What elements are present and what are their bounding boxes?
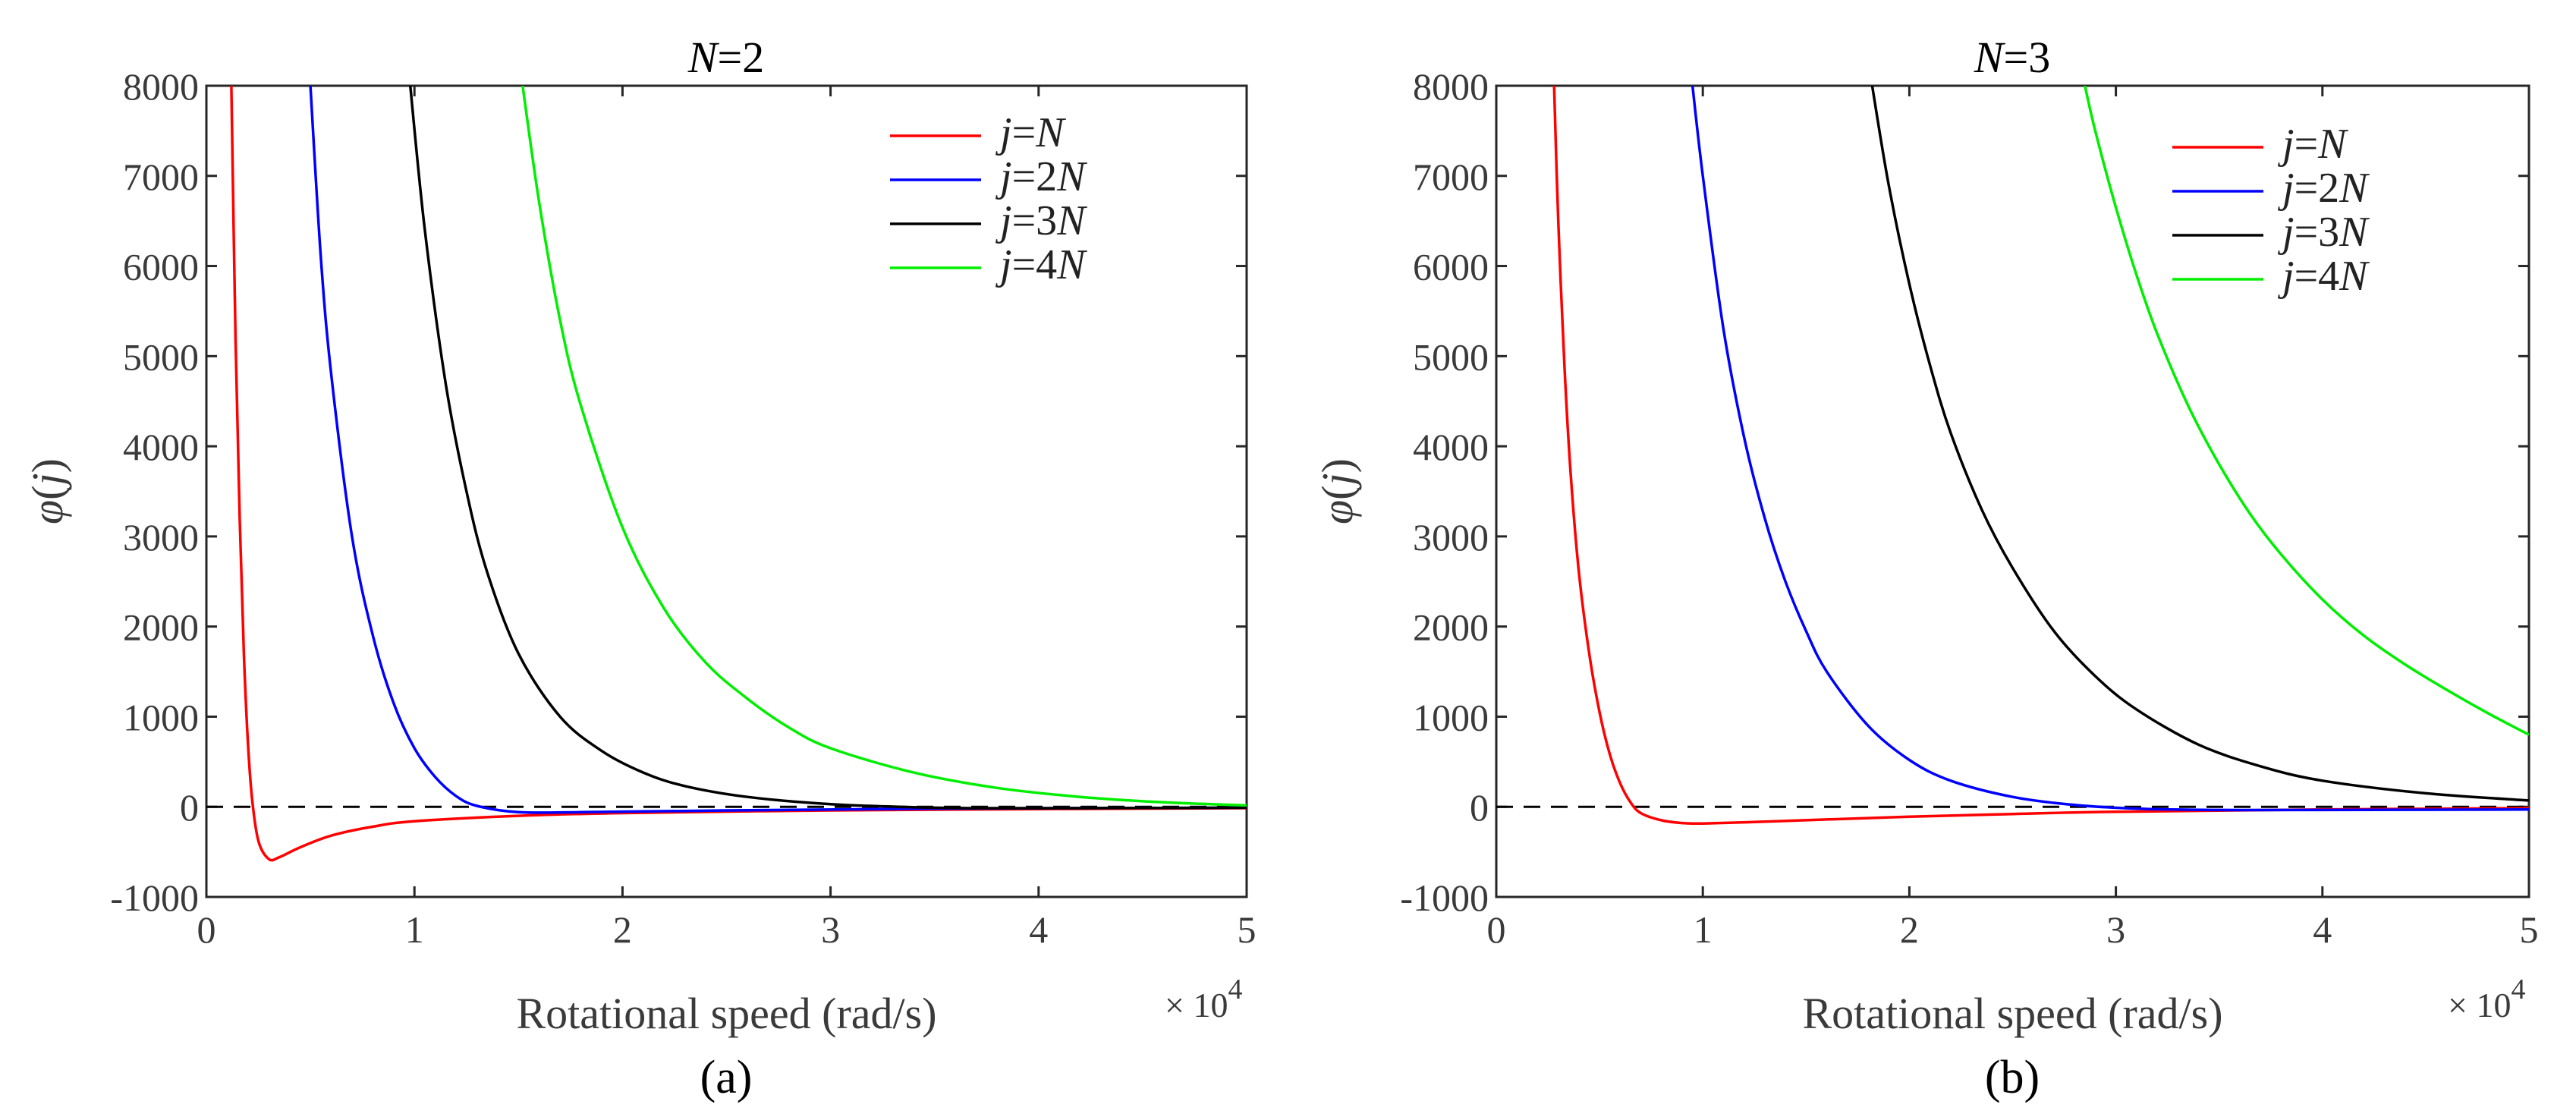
panel-a-y-axis-label: φ(j) bbox=[23, 458, 72, 524]
panel-a-ytick-label: 1000 bbox=[123, 696, 199, 738]
panel-b-series-line-4 bbox=[2084, 86, 2529, 736]
panel-b-ytick-label: 2000 bbox=[1413, 606, 1489, 649]
panel-a-ytick-label: 8000 bbox=[123, 65, 199, 108]
panel-a-ytick-label: 7000 bbox=[123, 156, 199, 198]
panel-a-xtick-label: 0 bbox=[197, 908, 216, 951]
panel-a-xtick-label: 4 bbox=[1029, 908, 1048, 951]
panel-a-legend-label-2: j=2N bbox=[995, 153, 1087, 200]
panel-a-series-line-4 bbox=[521, 86, 1247, 807]
panel-a-title: N=2 bbox=[687, 33, 764, 82]
panel-b-xtick-label: 3 bbox=[2106, 908, 2125, 951]
panel-a-x-axis-label: Rotational speed (rad/s) bbox=[516, 989, 936, 1038]
panel-a-series-line-1 bbox=[230, 86, 1247, 862]
panel-b-series-line-3 bbox=[1870, 86, 2529, 802]
panel-a-xtick-label: 2 bbox=[613, 908, 632, 951]
panel-a-xtick-label: 3 bbox=[821, 908, 840, 951]
panel-b-x-axis-label: Rotational speed (rad/s) bbox=[1802, 989, 2222, 1038]
panel-b-caption: (b) bbox=[1985, 1052, 2040, 1103]
panel-a: 0 1 2 3 4 5-100001000200030004000500060007000… bbox=[23, 33, 1257, 1103]
panel-b-ytick-label: 7000 bbox=[1413, 156, 1489, 198]
panel-b-xtick-label: 4 bbox=[2313, 908, 2332, 951]
panel-a-ytick-label: 6000 bbox=[123, 246, 199, 288]
panel-b-ytick-label: 4000 bbox=[1413, 426, 1489, 468]
panel-a-xtick-label: 1 bbox=[405, 908, 424, 951]
panel-a-xtick-label: 5 bbox=[1238, 908, 1257, 951]
panel-b-xtick-label: 2 bbox=[1900, 908, 1919, 951]
panel-a-ytick-label: 5000 bbox=[123, 335, 199, 378]
panel-b-xtick-label: 5 bbox=[2520, 908, 2539, 951]
panel-a-series-line-2 bbox=[309, 86, 1247, 814]
panel-b-legend-label-4: j=4N bbox=[2278, 253, 2370, 300]
panel-b-title: N=3 bbox=[1974, 33, 2050, 82]
panel-a-series-line-3 bbox=[408, 86, 1247, 810]
panel-b-axes-box bbox=[1495, 84, 2530, 898]
panel-b: 0 1 2 3 4 5-100001000200030004000500060007000… bbox=[1313, 33, 2539, 1103]
panel-a-caption: (a) bbox=[700, 1052, 753, 1103]
panel-b-legend-label-1: j=N bbox=[2278, 121, 2348, 168]
panel-a-legend-label-1: j=N bbox=[995, 109, 1066, 156]
panel-b-ytick-label: 3000 bbox=[1413, 516, 1489, 558]
panel-b-xtick-label: 1 bbox=[1694, 908, 1713, 951]
panel-b-ytick-label: -1000 bbox=[1400, 876, 1489, 919]
panel-b-ytick-label: 0 bbox=[1470, 786, 1489, 829]
panel-a-x-multiplier: × 104 bbox=[1165, 974, 1242, 1024]
panel-b-ytick-label: 6000 bbox=[1413, 246, 1489, 288]
panel-b-ytick-label: 8000 bbox=[1413, 65, 1489, 108]
panel-b-series-line-1 bbox=[1552, 86, 2529, 826]
panel-a-ytick-label: 4000 bbox=[123, 426, 199, 468]
panel-b-x-multiplier: × 104 bbox=[2448, 974, 2525, 1024]
panel-b-xtick-label: 0 bbox=[1487, 908, 1506, 951]
panel-a-ytick-label: -1000 bbox=[110, 876, 199, 919]
panel-a-ytick-label: 0 bbox=[180, 786, 199, 829]
panel-a-legend-label-3: j=3N bbox=[995, 197, 1087, 244]
panel-a-axes-box bbox=[205, 84, 1248, 898]
panel-a-ytick-label: 3000 bbox=[123, 516, 199, 558]
panel-b-series-line-2 bbox=[1691, 86, 2529, 812]
panel-a-legend-label-4: j=4N bbox=[995, 241, 1087, 288]
panel-a-ytick-label: 2000 bbox=[123, 606, 199, 649]
panel-b-legend-label-2: j=2N bbox=[2278, 165, 2370, 212]
panel-b-legend-label-3: j=3N bbox=[2278, 209, 2370, 256]
panel-b-ytick-label: 1000 bbox=[1413, 696, 1489, 738]
panel-b-y-axis-label: φ(j) bbox=[1313, 458, 1362, 524]
panel-b-ytick-label: 5000 bbox=[1413, 335, 1489, 378]
